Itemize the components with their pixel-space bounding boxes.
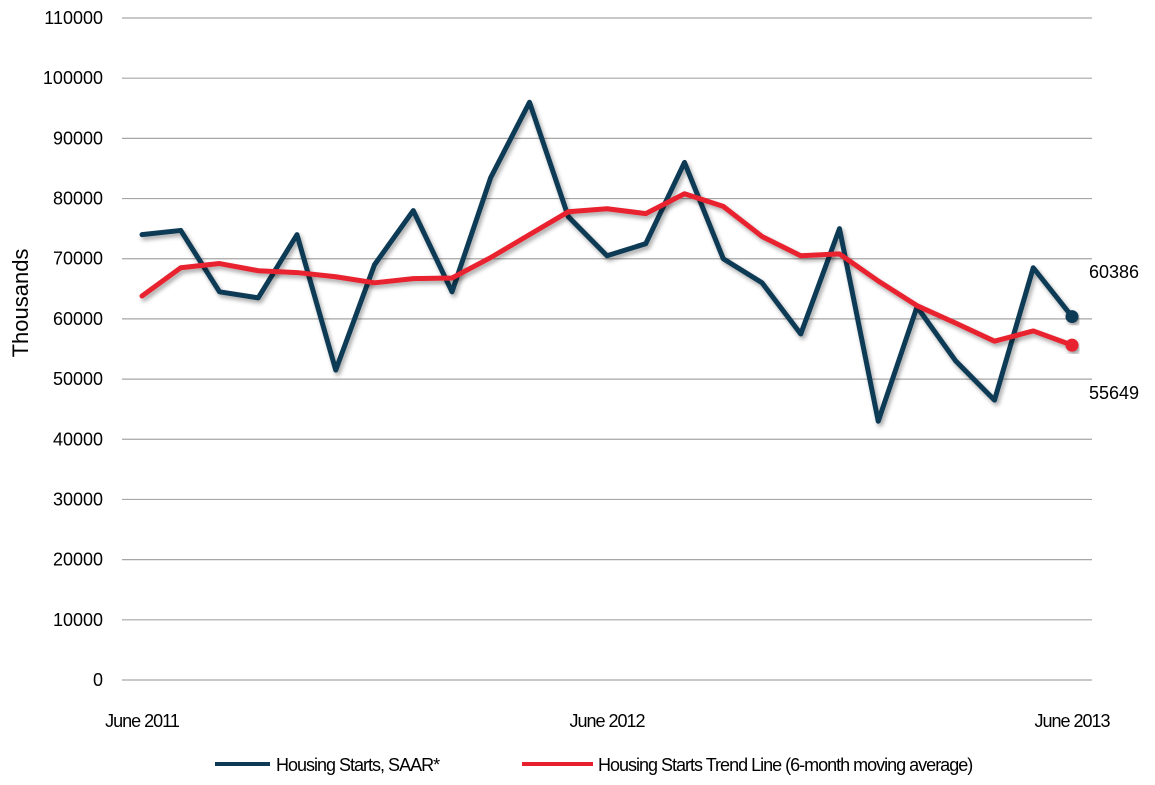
legend-entry-label: Housing Starts, SAAR*: [276, 755, 440, 775]
y-tick-label: 80000: [53, 189, 103, 209]
y-tick-label: 0: [93, 670, 103, 690]
series-line-2: [139, 191, 1075, 348]
end-value-labels: 60386 55649: [1089, 262, 1139, 403]
y-tick-label: 30000: [53, 489, 103, 509]
y-tick-label: 110000: [44, 8, 103, 28]
y-tick-label: 10000: [53, 610, 103, 630]
legend: Housing Starts, SAAR* Housing Starts Tren…: [215, 755, 973, 775]
end-point-marker: [1065, 310, 1079, 324]
y-tick-label: 70000: [53, 249, 103, 269]
end-point-marker: [1065, 338, 1079, 352]
series-line-1: [139, 99, 1075, 424]
x-tick-label: June 2012: [569, 711, 645, 731]
gridlines: [122, 17, 1092, 681]
x-tick-label: June 2013: [1034, 711, 1110, 731]
y-tick-label: 90000: [53, 128, 103, 148]
y-axis-title: Thousands: [8, 249, 33, 358]
series-lines: [139, 99, 1079, 424]
end-value-label: 60386: [1089, 262, 1139, 282]
x-axis-tick-labels: June 2011 June 2012 June 2013: [105, 711, 1111, 731]
x-tick-label: June 2011: [105, 711, 180, 731]
y-tick-label: 40000: [53, 429, 103, 449]
y-tick-label: 50000: [53, 369, 103, 389]
y-tick-label: 20000: [53, 550, 103, 570]
legend-entry-label: Housing Starts Trend Line (6-month movin…: [598, 755, 972, 775]
y-axis-tick-labels: 0 10000 20000 30000 40000 50000 60000 70000 8000…: [43, 8, 103, 690]
y-tick-label: 60000: [53, 309, 103, 329]
y-tick-label: 100000: [43, 68, 103, 88]
end-value-label: 55649: [1089, 383, 1139, 403]
